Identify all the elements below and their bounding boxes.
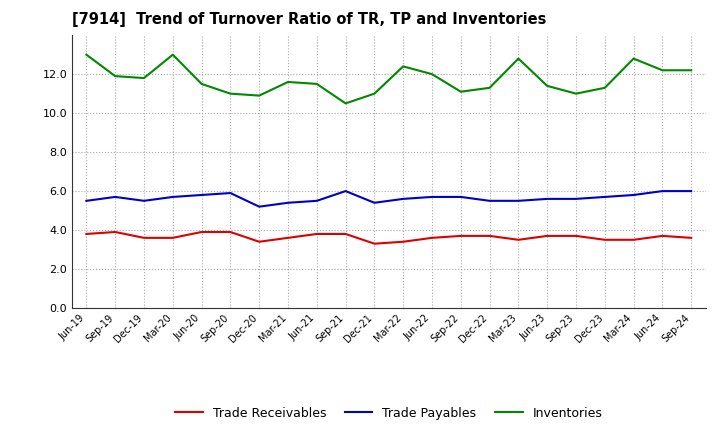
Trade Receivables xyxy=(82,231,91,237)
Trade Receivables xyxy=(111,229,120,235)
Inventories xyxy=(687,68,696,73)
Trade Receivables xyxy=(543,233,552,238)
Trade Receivables xyxy=(658,233,667,238)
Legend: Trade Receivables, Trade Payables, Inventories: Trade Receivables, Trade Payables, Inven… xyxy=(170,402,608,425)
Trade Payables xyxy=(658,188,667,194)
Inventories xyxy=(341,101,350,106)
Trade Payables xyxy=(456,194,465,200)
Trade Receivables xyxy=(399,239,408,244)
Trade Receivables xyxy=(255,239,264,244)
Trade Payables xyxy=(111,194,120,200)
Inventories xyxy=(197,81,206,87)
Inventories xyxy=(140,75,148,81)
Trade Payables xyxy=(370,200,379,205)
Inventories xyxy=(456,89,465,94)
Trade Payables xyxy=(284,200,292,205)
Trade Payables xyxy=(82,198,91,203)
Trade Receivables xyxy=(284,235,292,241)
Inventories xyxy=(255,93,264,98)
Trade Receivables xyxy=(370,241,379,246)
Trade Payables xyxy=(485,198,494,203)
Inventories xyxy=(312,81,321,87)
Inventories xyxy=(600,85,609,91)
Inventories xyxy=(514,56,523,61)
Inventories xyxy=(572,91,580,96)
Inventories xyxy=(485,85,494,91)
Trade Receivables xyxy=(572,233,580,238)
Trade Receivables xyxy=(600,237,609,242)
Trade Receivables xyxy=(629,237,638,242)
Inventories xyxy=(658,68,667,73)
Trade Payables xyxy=(197,192,206,198)
Trade Payables xyxy=(629,192,638,198)
Inventories xyxy=(370,91,379,96)
Trade Receivables xyxy=(197,229,206,235)
Trade Receivables xyxy=(456,233,465,238)
Trade Payables xyxy=(399,196,408,202)
Trade Receivables xyxy=(168,235,177,241)
Trade Payables xyxy=(341,188,350,194)
Inventories xyxy=(428,72,436,77)
Trade Receivables xyxy=(514,237,523,242)
Trade Receivables xyxy=(485,233,494,238)
Inventories xyxy=(399,64,408,69)
Inventories xyxy=(82,52,91,57)
Inventories xyxy=(543,83,552,88)
Trade Receivables xyxy=(140,235,148,241)
Trade Payables xyxy=(226,191,235,196)
Trade Receivables xyxy=(226,229,235,235)
Inventories xyxy=(111,73,120,79)
Line: Trade Payables: Trade Payables xyxy=(86,191,691,207)
Trade Payables xyxy=(543,196,552,202)
Inventories xyxy=(226,91,235,96)
Trade Payables xyxy=(255,204,264,209)
Trade Payables xyxy=(140,198,148,203)
Trade Payables xyxy=(572,196,580,202)
Text: [7914]  Trend of Turnover Ratio of TR, TP and Inventories: [7914] Trend of Turnover Ratio of TR, TP… xyxy=(72,12,546,27)
Trade Payables xyxy=(312,198,321,203)
Trade Payables xyxy=(600,194,609,200)
Trade Payables xyxy=(687,188,696,194)
Trade Receivables xyxy=(341,231,350,237)
Trade Payables xyxy=(168,194,177,200)
Inventories xyxy=(284,79,292,84)
Trade Payables xyxy=(514,198,523,203)
Trade Receivables xyxy=(428,235,436,241)
Line: Inventories: Inventories xyxy=(86,55,691,103)
Trade Payables xyxy=(428,194,436,200)
Line: Trade Receivables: Trade Receivables xyxy=(86,232,691,244)
Inventories xyxy=(168,52,177,57)
Trade Receivables xyxy=(687,235,696,241)
Trade Receivables xyxy=(312,231,321,237)
Inventories xyxy=(629,56,638,61)
